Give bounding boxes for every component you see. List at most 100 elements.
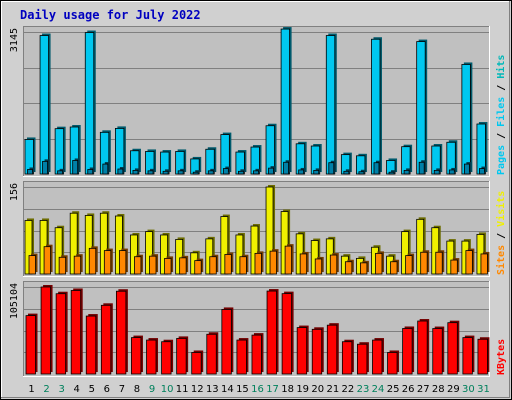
visits-bar-day-3 [54, 225, 65, 275]
day-label-4: 4 [74, 384, 80, 395]
visits-bar-day-7-face [114, 215, 123, 275]
panel-hits-files-pages-legend: Pages / Files / Hits [495, 55, 507, 175]
kbytes-bar-day-27 [417, 319, 430, 375]
pages-bar-day-14 [222, 166, 231, 175]
visits-bar-day-1-face [24, 220, 33, 275]
sites-bar-day-12 [194, 258, 204, 275]
visits-bar-day-3-face [54, 227, 63, 275]
visits-bar-day-14 [220, 214, 230, 275]
pages-bar-day-22 [343, 169, 351, 175]
pages-bar-day-20-face [313, 169, 320, 175]
legend-item-files: Files [495, 97, 507, 127]
sites-bar-day-21-face [329, 254, 338, 275]
kbytes-bar-day-14-face [221, 309, 232, 375]
kbytes-bar-day-21 [326, 323, 339, 375]
kbytes-bar-day-9 [146, 338, 159, 375]
kbytes-bar-day-24 [372, 338, 384, 375]
pages-bar-day-7 [117, 167, 125, 175]
visits-bar-day-6-face [99, 212, 108, 275]
pages-bar-day-23-face [358, 171, 365, 175]
kbytes-bar-day-10-face [161, 341, 172, 375]
kbytes-bar-day-8 [131, 335, 143, 375]
pages-bar-day-5 [87, 167, 95, 175]
kbytes-bar-day-3-face [55, 293, 67, 375]
day-label-18: 18 [281, 384, 294, 395]
day-label-15: 15 [236, 384, 249, 395]
panel-hits-files-pages-bars [24, 27, 488, 175]
hits-bar-day-30 [461, 62, 473, 175]
visits-bar-day-26 [401, 229, 411, 275]
sites-bar-day-13-face [209, 256, 217, 275]
day-label-14: 14 [221, 384, 234, 395]
day-label-16: 16 [251, 384, 264, 395]
pages-bar-day-30 [463, 162, 472, 175]
sites-bar-day-26-face [405, 255, 413, 275]
day-label-9: 9 [149, 384, 155, 395]
pages-bar-day-27 [418, 160, 427, 175]
visits-bar-day-10-face [160, 234, 168, 275]
kbytes-bar-day-19 [296, 325, 309, 375]
sites-bar-day-16-face [254, 252, 262, 275]
pages-bar-day-11 [177, 168, 186, 175]
panel-kbytes-legend: KBytes [496, 339, 507, 375]
day-label-17: 17 [266, 384, 279, 395]
sites-bar-day-22-face [344, 261, 353, 275]
visits-bar-day-8 [130, 232, 140, 275]
sites-bar-day-23-face [360, 262, 368, 275]
sites-bar-day-8 [134, 254, 143, 275]
visits-bar-day-17 [265, 185, 276, 275]
pages-bar-day-26-face [403, 169, 410, 175]
day-label-20: 20 [311, 384, 324, 395]
legend-separator: / [496, 127, 507, 145]
pages-bar-day-26 [403, 168, 412, 175]
sites-bar-day-6-face [103, 250, 112, 275]
kbytes-bar-day-25 [387, 350, 400, 375]
pages-bar-day-15-face [238, 170, 244, 175]
pages-bar-day-24 [373, 160, 381, 175]
sites-bar-day-20-face [314, 258, 323, 275]
kbytes-bar-day-30 [462, 335, 475, 375]
kbytes-bar-day-5 [85, 314, 98, 375]
visits-bar-day-15-face [235, 234, 244, 275]
kbytes-bar-day-17-face [266, 290, 277, 375]
legend-separator: / [496, 227, 507, 245]
legend-separator: / [496, 79, 507, 97]
pages-bar-day-20 [313, 168, 321, 175]
pages-bar-day-19-face [298, 169, 305, 175]
hits-bar-day-31-face [476, 123, 486, 175]
pages-bar-day-9-face [147, 170, 154, 175]
pages-bar-day-8-face [132, 169, 139, 175]
kbytes-bar-day-4 [70, 288, 83, 375]
kbytes-bar-day-15 [236, 338, 249, 375]
day-label-3: 3 [58, 384, 64, 395]
kbytes-bar-day-9-face [146, 339, 157, 375]
pages-bar-day-12-face [192, 171, 199, 175]
pages-bar-day-25-face [388, 171, 395, 175]
sites-bar-day-30 [465, 248, 475, 275]
pages-bar-day-10-face [162, 170, 169, 175]
pages-bar-day-1 [27, 167, 35, 175]
panel-visits-sites: 156 Sites / Visits [9, 181, 507, 277]
sites-bar-day-3 [58, 255, 68, 275]
day-label-25: 25 [387, 384, 400, 395]
kbytes-bar-day-29 [447, 320, 460, 375]
day-label-24: 24 [372, 384, 385, 395]
pages-bar-day-4-face [72, 160, 79, 175]
pages-bar-day-28 [433, 168, 442, 175]
day-label-26: 26 [402, 384, 415, 395]
hits-bar-day-24-face [371, 38, 381, 175]
pages-bar-day-3 [57, 168, 65, 175]
panel-visits-sites-bars [24, 185, 490, 275]
kbytes-bar-day-19-face [296, 327, 308, 375]
sites-bar-day-11 [179, 255, 189, 275]
sites-bar-day-22 [344, 259, 354, 275]
sites-bar-day-13 [209, 254, 219, 275]
visits-bar-day-6 [99, 211, 110, 275]
chart-title: Daily usage for July 2022 [20, 8, 201, 22]
kbytes-bar-day-31 [477, 337, 490, 375]
pages-bar-day-30-face [463, 163, 470, 175]
pages-bar-day-16 [253, 168, 261, 175]
sites-bar-day-17 [269, 249, 279, 275]
